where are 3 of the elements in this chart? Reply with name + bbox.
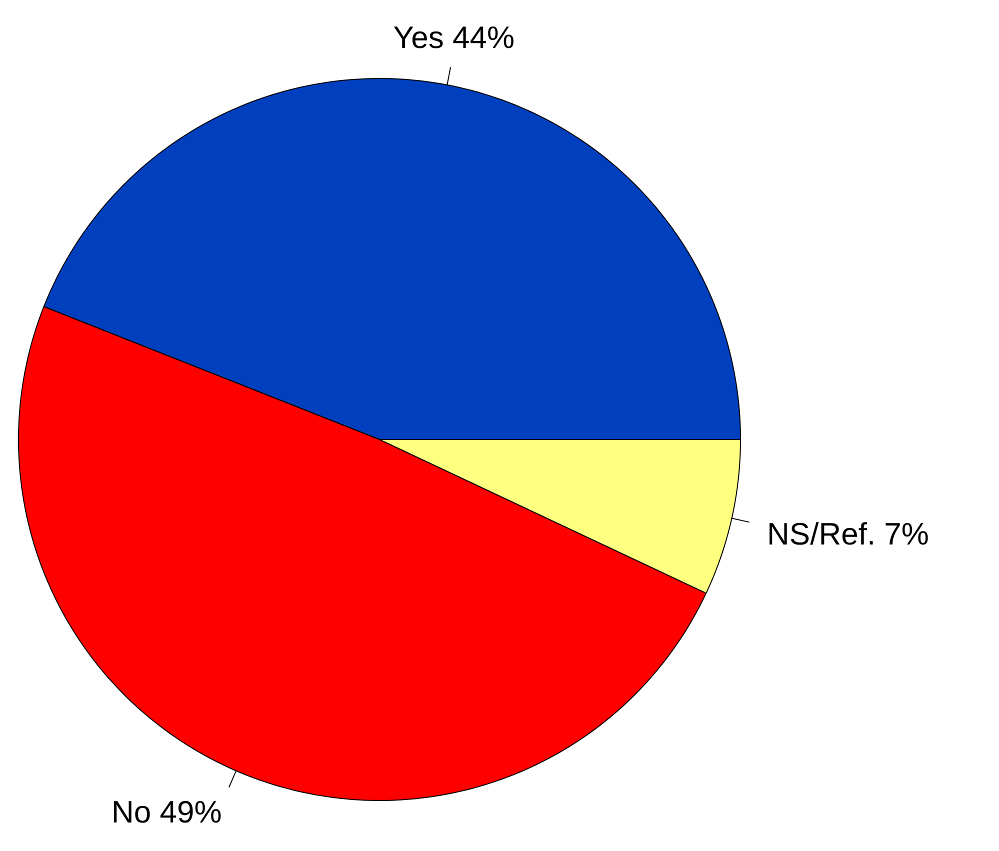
slice-label: NS/Ref. 7% [767,516,929,552]
slice-label: Yes 44% [393,20,515,55]
slice-label: No 49% [112,794,222,830]
